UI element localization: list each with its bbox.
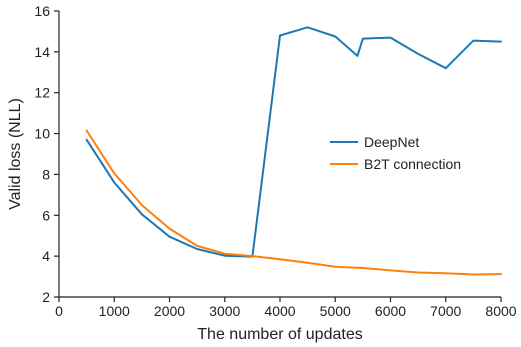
x-tick-label: 5000 [320, 303, 351, 319]
series-line-deepnet [85, 26, 502, 258]
x-ticks: 0 1000 2000 3000 4000 5000 6000 7000 8000 [55, 297, 517, 319]
y-tick-label: 12 [34, 85, 50, 101]
y-ticks: 2 4 6 8 10 12 14 16 [34, 3, 59, 305]
y-tick-label: 8 [42, 166, 50, 182]
legend-label-b2t-connection: B2T connection [364, 156, 461, 172]
series-line-b2t-connection [85, 129, 502, 276]
y-tick-label: 2 [42, 289, 50, 305]
x-tick-label: 6000 [375, 303, 406, 319]
x-axis-label: The number of updates [197, 326, 362, 343]
x-tick-label: 1000 [99, 303, 130, 319]
y-tick-label: 16 [34, 3, 50, 19]
y-tick-label: 4 [42, 248, 50, 264]
x-tick-label: 3000 [209, 303, 240, 319]
y-tick-label: 6 [42, 207, 50, 223]
y-tick-label: 14 [34, 44, 50, 60]
x-tick-label: 2000 [154, 303, 185, 319]
y-tick-label: 10 [34, 126, 50, 142]
legend-label-deepnet: DeepNet [364, 134, 419, 150]
x-tick-label: 0 [55, 303, 63, 319]
series-layer [85, 26, 502, 276]
legend: DeepNet B2T connection [330, 134, 461, 172]
axes: 0 1000 2000 3000 4000 5000 6000 7000 8000 2 4 6 8 10… [34, 3, 516, 319]
y-axis-label: Valid loss (NLL) [7, 98, 24, 210]
x-tick-label: 8000 [485, 303, 516, 319]
x-tick-label: 4000 [264, 303, 295, 319]
x-tick-label: 7000 [430, 303, 461, 319]
